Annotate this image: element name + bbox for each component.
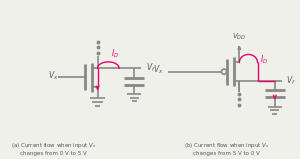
Text: (b) Current flow when input $V_x$: (b) Current flow when input $V_x$ xyxy=(184,141,269,150)
Text: $V_f$: $V_f$ xyxy=(146,62,156,74)
Text: $I_D$: $I_D$ xyxy=(260,54,268,66)
Text: $V_{DD}$: $V_{DD}$ xyxy=(232,32,246,42)
Text: changes from 5 V to 0 V: changes from 5 V to 0 V xyxy=(193,151,260,156)
Text: $V_x$: $V_x$ xyxy=(48,70,59,82)
Text: $V_f$: $V_f$ xyxy=(286,75,296,87)
Text: changes from 0 V to 5 V: changes from 0 V to 5 V xyxy=(20,151,87,156)
Text: (a) Current flow when input $V_x$: (a) Current flow when input $V_x$ xyxy=(11,141,96,150)
Text: $I_D$: $I_D$ xyxy=(111,47,119,60)
Text: $V_x$: $V_x$ xyxy=(153,64,163,76)
